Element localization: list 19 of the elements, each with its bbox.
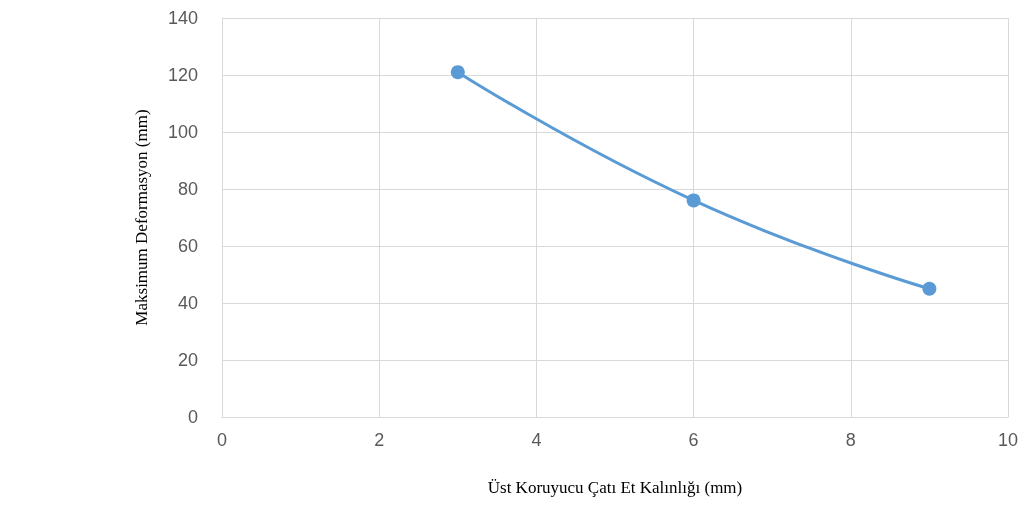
x-tick-label: 10 (997, 430, 1019, 450)
point (450, 65, 465, 80)
x-tick-label: 8 (845, 430, 856, 450)
y-tick-label: 80 (177, 179, 198, 199)
x-tick-label: 0 (216, 430, 228, 450)
x-axis-title: Üst Koruyucu Çatı Et Kalınlığı (mm) (487, 478, 743, 497)
y-tick-label: 100 (167, 122, 198, 142)
x-tick-label: 4 (531, 430, 542, 450)
x-tick-label: 2 (374, 430, 385, 450)
y-tick-label: 120 (167, 65, 198, 85)
point (686, 193, 701, 208)
y-tick-label: 60 (177, 236, 198, 256)
y-tick-label: 20 (177, 350, 198, 370)
y-tick-label: 140 (167, 8, 198, 28)
y-tick-label: 40 (177, 293, 198, 313)
y-tick-label: 0 (187, 407, 198, 427)
x-tick-label: 6 (688, 430, 699, 450)
y-axis-title: Maksimum Deformasyon (mm) (132, 109, 151, 326)
point (922, 281, 937, 296)
